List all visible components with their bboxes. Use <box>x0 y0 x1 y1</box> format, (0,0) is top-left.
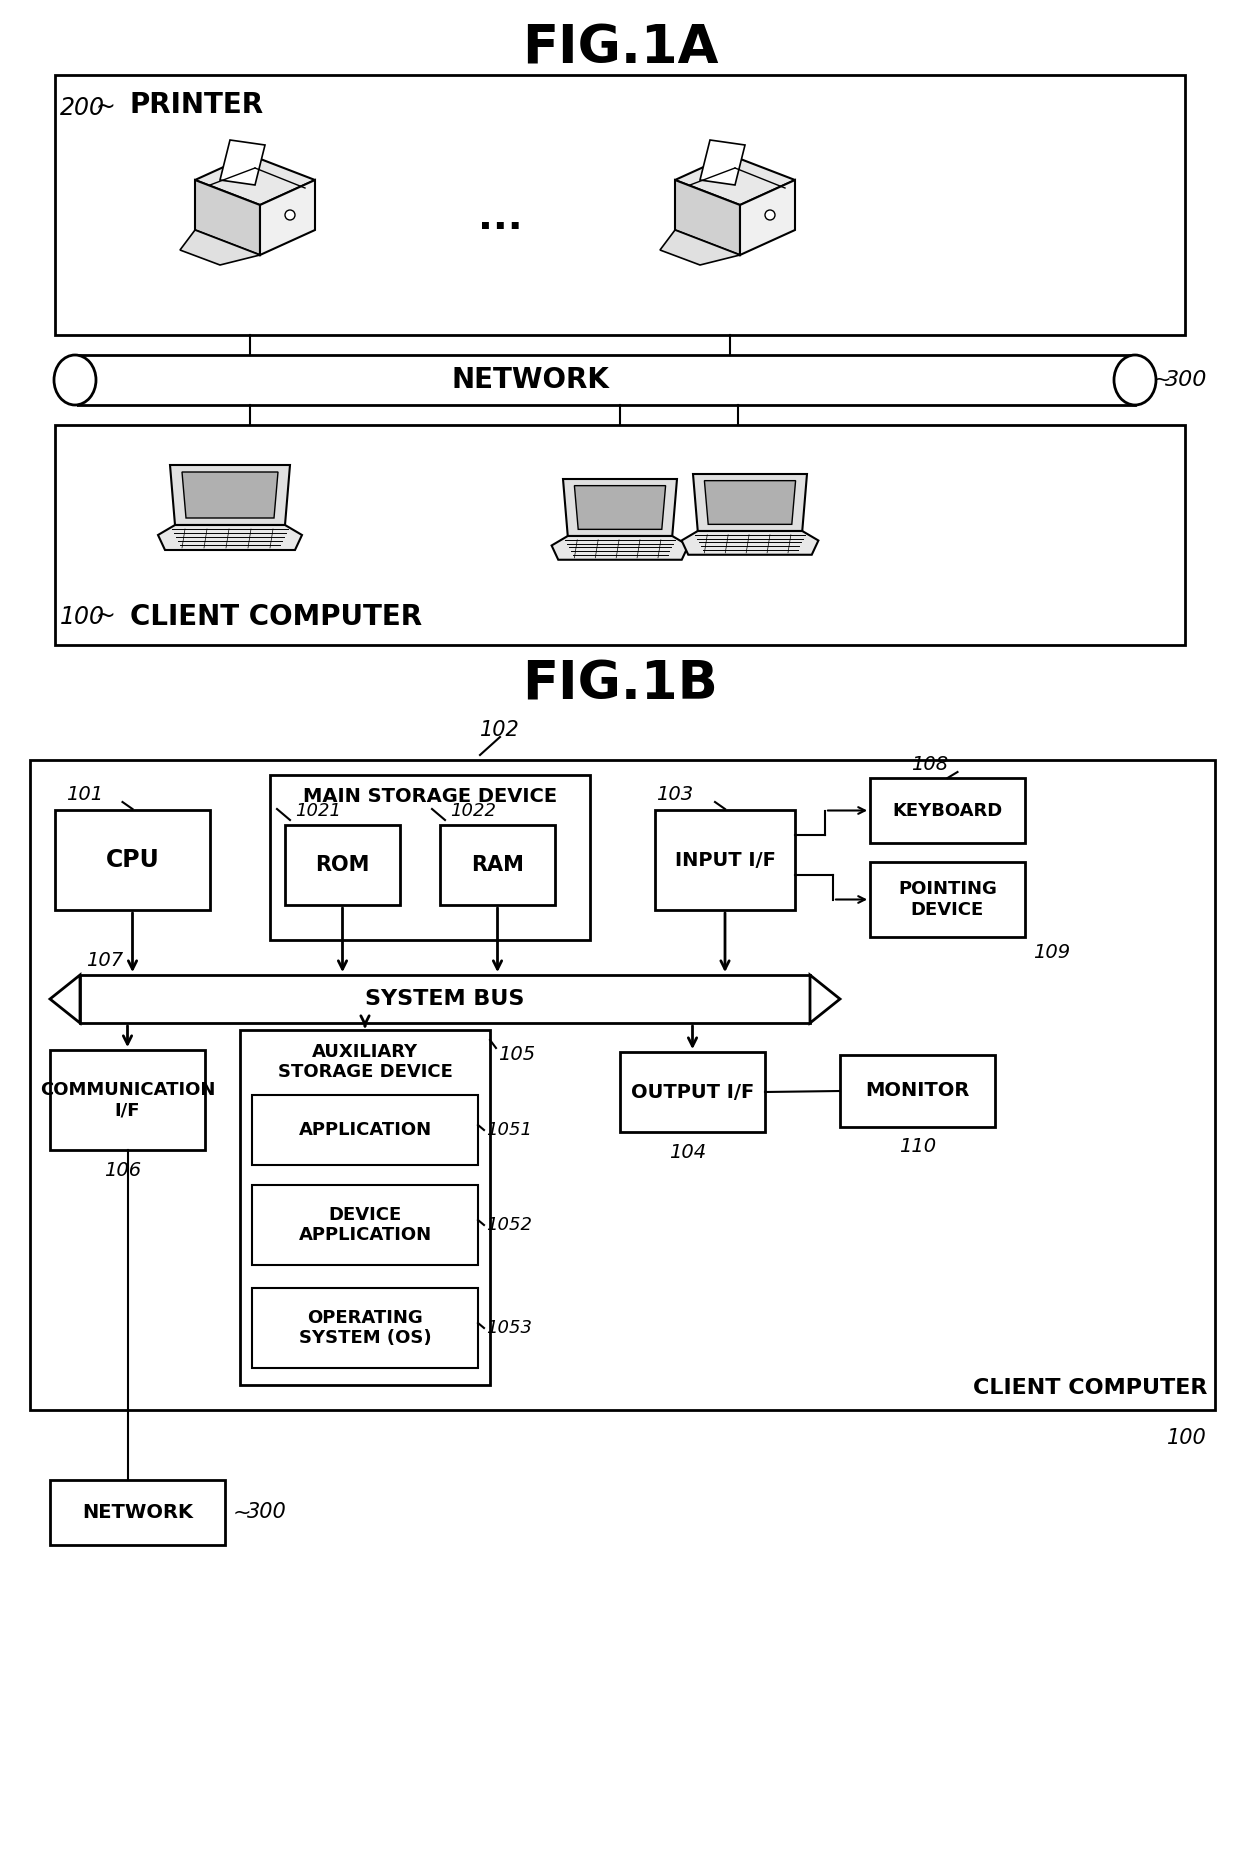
Polygon shape <box>682 531 818 555</box>
Polygon shape <box>660 231 740 264</box>
Text: ~: ~ <box>1153 371 1172 389</box>
Polygon shape <box>701 140 745 184</box>
Polygon shape <box>740 181 795 255</box>
Text: FIG.1B: FIG.1B <box>522 659 718 711</box>
Bar <box>620 1052 765 1132</box>
Text: APPLICATION: APPLICATION <box>299 1121 432 1140</box>
Text: 109: 109 <box>1033 944 1070 963</box>
Text: CLIENT COMPUTER: CLIENT COMPUTER <box>130 603 422 631</box>
Polygon shape <box>675 181 740 255</box>
Polygon shape <box>170 466 290 525</box>
Text: DEVICE
APPLICATION: DEVICE APPLICATION <box>299 1205 432 1244</box>
Polygon shape <box>195 155 315 205</box>
Text: MONITOR: MONITOR <box>866 1082 970 1100</box>
Text: ~: ~ <box>95 603 115 627</box>
Bar <box>870 862 1025 937</box>
Polygon shape <box>157 525 303 549</box>
Polygon shape <box>182 471 278 518</box>
Polygon shape <box>260 181 315 255</box>
Text: 1053: 1053 <box>486 1318 532 1337</box>
Bar <box>55 354 77 408</box>
Polygon shape <box>574 486 666 529</box>
Text: NETWORK: NETWORK <box>82 1503 193 1521</box>
Bar <box>655 810 795 911</box>
Text: RAM: RAM <box>471 855 525 875</box>
Text: ROM: ROM <box>315 855 370 875</box>
Bar <box>870 778 1025 843</box>
Text: CLIENT COMPUTER: CLIENT COMPUTER <box>972 1378 1207 1398</box>
Bar <box>55 810 210 911</box>
Bar <box>55 425 1185 644</box>
Text: PRINTER: PRINTER <box>130 91 264 119</box>
Ellipse shape <box>55 356 95 406</box>
Polygon shape <box>810 976 839 1022</box>
Text: 110: 110 <box>899 1138 936 1156</box>
Text: 100: 100 <box>60 605 105 629</box>
Text: SYSTEM BUS: SYSTEM BUS <box>366 989 525 1009</box>
Bar <box>241 1030 490 1385</box>
Text: 300: 300 <box>247 1503 286 1523</box>
Text: POINTING
DEVICE: POINTING DEVICE <box>898 881 997 920</box>
Text: KEYBOARD: KEYBOARD <box>893 801 1003 819</box>
Polygon shape <box>180 231 260 264</box>
Text: CPU: CPU <box>105 847 160 871</box>
Text: 100: 100 <box>1167 1428 1207 1449</box>
Text: 107: 107 <box>87 951 124 970</box>
Polygon shape <box>552 536 688 560</box>
Polygon shape <box>675 155 795 205</box>
Text: OPERATING
SYSTEM (OS): OPERATING SYSTEM (OS) <box>299 1309 432 1348</box>
Text: FIG.1A: FIG.1A <box>522 22 718 74</box>
Text: 108: 108 <box>911 754 949 773</box>
Text: 1021: 1021 <box>295 803 341 819</box>
Bar <box>81 976 810 1022</box>
Bar <box>50 1050 205 1151</box>
Polygon shape <box>50 976 81 1022</box>
Text: 104: 104 <box>668 1143 706 1162</box>
Text: 103: 103 <box>656 784 693 804</box>
Text: 1022: 1022 <box>450 803 496 819</box>
Text: NETWORK: NETWORK <box>451 367 609 395</box>
Text: 300: 300 <box>1166 371 1208 389</box>
Text: COMMUNICATION
I/F: COMMUNICATION I/F <box>40 1080 216 1119</box>
Bar <box>74 356 1135 406</box>
Text: 1051: 1051 <box>486 1121 532 1140</box>
Text: 105: 105 <box>498 1045 536 1065</box>
Polygon shape <box>219 140 265 184</box>
Text: AUXILIARY
STORAGE DEVICE: AUXILIARY STORAGE DEVICE <box>278 1043 453 1082</box>
Text: ~: ~ <box>233 1503 252 1523</box>
Circle shape <box>285 210 295 220</box>
Bar <box>30 760 1215 1410</box>
Polygon shape <box>693 475 807 531</box>
Text: ...: ... <box>477 199 522 236</box>
Text: 102: 102 <box>480 721 520 739</box>
Text: 1052: 1052 <box>486 1216 532 1235</box>
Polygon shape <box>704 480 796 525</box>
Text: MAIN STORAGE DEVICE: MAIN STORAGE DEVICE <box>303 788 557 806</box>
Bar <box>252 1095 477 1166</box>
Bar <box>839 1056 994 1127</box>
Bar <box>285 825 401 905</box>
Circle shape <box>765 210 775 220</box>
Bar <box>440 825 556 905</box>
Polygon shape <box>563 479 677 536</box>
Bar <box>50 1480 224 1545</box>
Polygon shape <box>195 181 260 255</box>
Text: OUTPUT I/F: OUTPUT I/F <box>631 1082 754 1102</box>
Bar <box>55 74 1185 335</box>
Text: 101: 101 <box>67 784 104 804</box>
Bar <box>252 1289 477 1369</box>
Bar <box>270 775 590 940</box>
Text: ~: ~ <box>95 95 115 119</box>
Ellipse shape <box>1114 356 1156 406</box>
Bar <box>252 1184 477 1264</box>
Text: 200: 200 <box>60 97 105 119</box>
Text: 106: 106 <box>104 1160 141 1179</box>
Text: INPUT I/F: INPUT I/F <box>675 851 775 870</box>
